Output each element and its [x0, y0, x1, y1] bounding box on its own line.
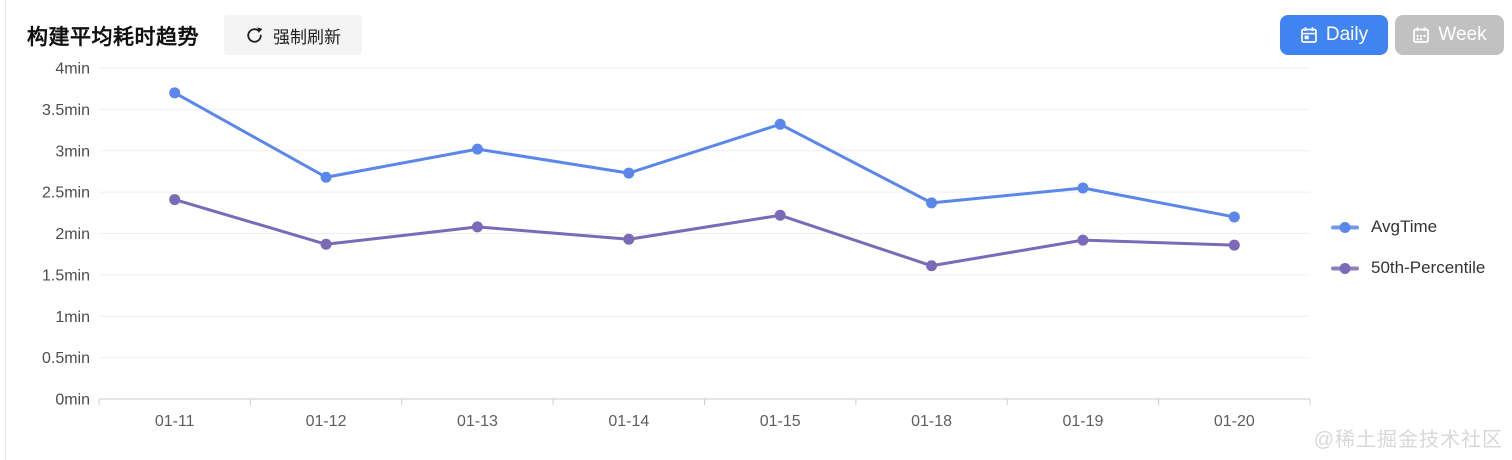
series-line-50th-Percentile: [173, 198, 1236, 268]
x-axis-label: 01-18: [911, 413, 952, 430]
data-point-50th-Percentile[interactable]: [926, 260, 938, 272]
data-point-50th-Percentile[interactable]: [774, 209, 786, 221]
x-axis-label: 01-13: [457, 413, 498, 430]
data-point-50th-Percentile[interactable]: [169, 194, 181, 206]
week-button-label: Week: [1438, 24, 1487, 45]
data-point-50th-Percentile[interactable]: [320, 238, 332, 250]
data-point-AvgTime[interactable]: [471, 143, 483, 155]
legend-item-50th-Percentile[interactable]: 50th-Percentile: [1331, 254, 1485, 282]
x-axis-label: 01-15: [760, 413, 801, 430]
calendar-week-icon: [1413, 27, 1430, 43]
legend-label: AvgTime: [1371, 217, 1438, 236]
series-line-AvgTime: [173, 91, 1236, 219]
y-axis-label: 1min: [55, 309, 90, 326]
y-axis-label: 4min: [55, 61, 90, 78]
legend-label: 50th-Percentile: [1371, 258, 1486, 277]
calendar-day-icon: [1301, 27, 1317, 43]
data-point-AvgTime[interactable]: [320, 171, 332, 183]
y-axis-label: 1.5min: [42, 267, 90, 284]
refresh-icon: [247, 26, 263, 43]
x-axis-label: 01-19: [1062, 413, 1103, 430]
y-axis-label: 0min: [55, 392, 90, 409]
y-axis-label: 2.5min: [42, 185, 90, 202]
y-axis-label: 3.5min: [42, 102, 90, 119]
watermark: @稀土掘金技术社区: [1313, 429, 1503, 451]
data-point-AvgTime[interactable]: [1228, 211, 1240, 223]
data-point-50th-Percentile[interactable]: [1077, 234, 1089, 246]
data-point-AvgTime[interactable]: [1077, 182, 1089, 194]
data-point-50th-Percentile[interactable]: [471, 221, 483, 233]
legend-marker-icon: [1331, 221, 1359, 233]
panel-left-border: [5, 0, 6, 460]
x-axis-label: 01-12: [306, 413, 347, 430]
data-point-AvgTime[interactable]: [623, 167, 635, 179]
y-axis-label: 0.5min: [42, 350, 90, 367]
x-axis-label: 01-11: [155, 413, 195, 430]
refresh-button-label: 强制刷新: [273, 27, 341, 47]
chart-legend: AvgTime 50th-Percentile: [1331, 213, 1485, 282]
force-refresh-button[interactable]: 强制刷新: [224, 15, 362, 55]
data-point-AvgTime[interactable]: [774, 118, 786, 130]
x-axis-label: 01-20: [1214, 413, 1255, 430]
y-axis-label: 2min: [55, 226, 90, 243]
legend-item-AvgTime[interactable]: AvgTime: [1331, 213, 1485, 241]
week-toggle-button[interactable]: Week: [1395, 15, 1504, 55]
data-point-50th-Percentile[interactable]: [1228, 239, 1240, 251]
legend-marker-icon: [1331, 262, 1359, 274]
x-axis-label: 01-14: [608, 413, 649, 430]
data-point-50th-Percentile[interactable]: [623, 233, 635, 245]
data-point-AvgTime[interactable]: [169, 87, 181, 99]
daily-toggle-button[interactable]: Daily: [1280, 15, 1388, 55]
page-title: 构建平均耗时趋势: [27, 26, 199, 49]
y-axis-label: 3min: [55, 143, 90, 160]
daily-button-label: Daily: [1325, 24, 1369, 45]
data-point-AvgTime[interactable]: [926, 197, 938, 209]
